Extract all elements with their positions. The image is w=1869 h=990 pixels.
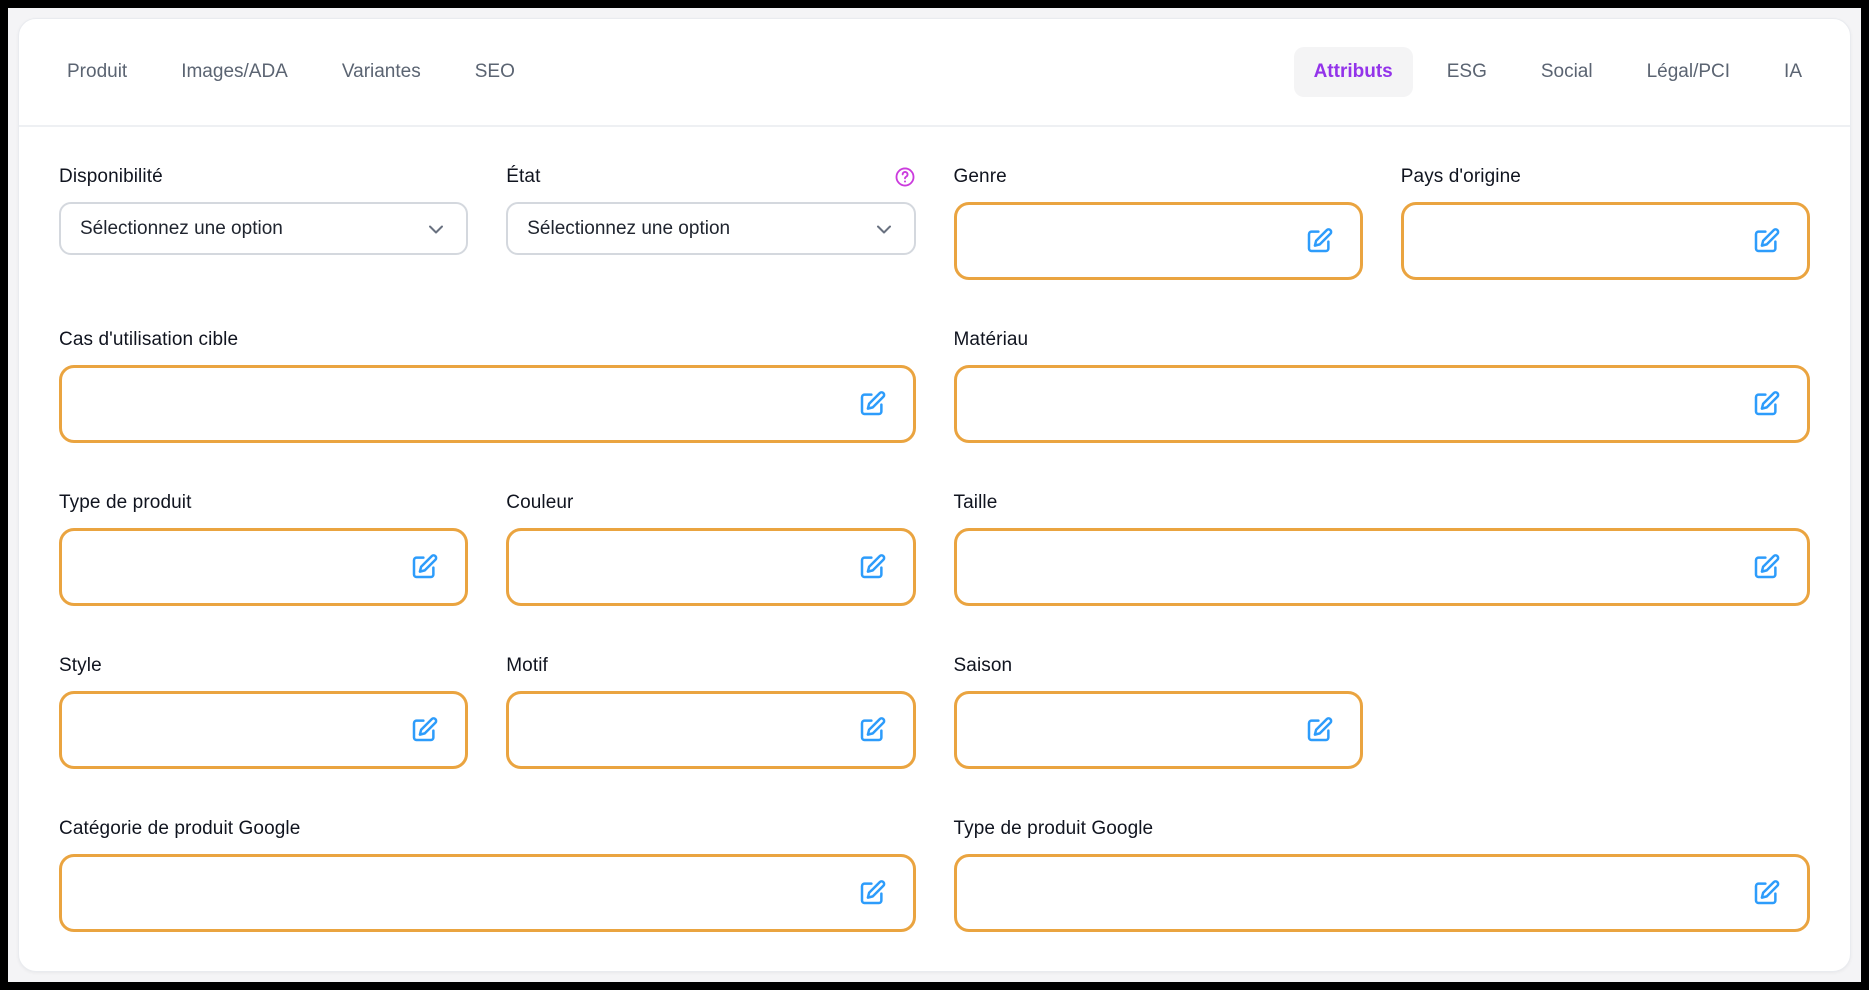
tab-images-ada[interactable]: Images/ADA (181, 61, 288, 82)
disponibilite-select-value: Sélectionnez une option (80, 217, 283, 239)
tab-variantes[interactable]: Variantes (341, 61, 421, 82)
taille-input[interactable] (953, 528, 1810, 606)
field-type-produit: Type de produit (59, 491, 469, 606)
field-type-google: Type de produit Google (953, 817, 1810, 932)
style-label: Style (59, 655, 102, 676)
cas-utilisation-input[interactable] (59, 365, 916, 443)
tab-seo[interactable]: SEO (474, 61, 515, 82)
tab-ia[interactable]: IA (1784, 61, 1802, 82)
tab-esg[interactable]: ESG (1446, 61, 1487, 82)
saison-input[interactable] (953, 691, 1363, 769)
field-categorie-google: Catégorie de produit Google (59, 817, 916, 932)
field-materiau: Matériau (953, 328, 1810, 443)
attributes-form: Disponibilité Sélectionnez une option Ét… (19, 127, 1850, 971)
genre-input[interactable] (953, 202, 1363, 280)
pen-square-icon[interactable] (1304, 715, 1334, 745)
field-pays-origine: Pays d'origine (1400, 165, 1810, 280)
pays-origine-input[interactable] (1400, 202, 1810, 280)
field-disponibilite: Disponibilité Sélectionnez une option (59, 165, 469, 255)
chevron-down-icon (424, 217, 448, 241)
tab-group-right: Attributs ESG Social Légal/PCI IA (1293, 47, 1822, 97)
style-input[interactable] (59, 691, 469, 769)
type-google-input[interactable] (953, 854, 1810, 932)
field-etat: État Sélectionnez une option (506, 165, 916, 255)
field-saison: Saison (953, 654, 1363, 769)
pen-square-icon[interactable] (1751, 226, 1781, 256)
tab-attributs[interactable]: Attributs (1293, 47, 1413, 97)
field-motif: Motif (506, 654, 916, 769)
tab-bar: Produit Images/ADA Variantes SEO Attribu… (19, 19, 1850, 127)
tab-social[interactable]: Social (1540, 61, 1593, 82)
field-taille: Taille (953, 491, 1810, 606)
type-produit-label: Type de produit (59, 492, 192, 513)
page-background: Produit Images/ADA Variantes SEO Attribu… (8, 8, 1861, 982)
etat-label: État (506, 166, 541, 187)
pen-square-icon[interactable] (857, 715, 887, 745)
pen-square-icon[interactable] (857, 878, 887, 908)
pen-square-icon[interactable] (409, 552, 439, 582)
categorie-google-label: Catégorie de produit Google (59, 818, 301, 839)
tab-legal-pci[interactable]: Légal/PCI (1646, 61, 1731, 82)
pen-square-icon[interactable] (857, 552, 887, 582)
couleur-input[interactable] (506, 528, 916, 606)
motif-input[interactable] (506, 691, 916, 769)
categorie-google-input[interactable] (59, 854, 916, 932)
pays-origine-label: Pays d'origine (1400, 166, 1521, 187)
product-editor-card: Produit Images/ADA Variantes SEO Attribu… (18, 18, 1851, 972)
couleur-label: Couleur (506, 492, 574, 513)
cas-utilisation-label: Cas d'utilisation cible (59, 329, 239, 350)
pen-square-icon[interactable] (409, 715, 439, 745)
type-produit-input[interactable] (59, 528, 469, 606)
saison-label: Saison (953, 655, 1013, 676)
genre-label: Genre (953, 166, 1007, 187)
form-row-1: Disponibilité Sélectionnez une option Ét… (59, 165, 1810, 280)
question-circle-icon[interactable] (894, 166, 916, 188)
field-genre: Genre (953, 165, 1363, 280)
form-row-5: Catégorie de produit Google Type de prod… (59, 817, 1810, 932)
motif-label: Motif (506, 655, 548, 676)
form-row-2: Cas d'utilisation cible Matériau (59, 328, 1810, 443)
etat-select-value: Sélectionnez une option (527, 217, 731, 239)
pen-square-icon[interactable] (1751, 878, 1781, 908)
disponibilite-select[interactable]: Sélectionnez une option (59, 202, 469, 255)
disponibilite-label: Disponibilité (59, 166, 163, 187)
form-row-3: Type de produit Couleur (59, 491, 1810, 606)
materiau-label: Matériau (953, 329, 1029, 350)
tab-group-left: Produit Images/ADA Variantes SEO (47, 47, 535, 97)
form-row-4: Style Motif (59, 654, 1810, 769)
pen-square-icon[interactable] (857, 389, 887, 419)
pen-square-icon[interactable] (1751, 552, 1781, 582)
field-style: Style (59, 654, 469, 769)
chevron-down-icon (872, 217, 896, 241)
taille-label: Taille (953, 492, 998, 513)
pen-square-icon[interactable] (1304, 226, 1334, 256)
tab-produit[interactable]: Produit (67, 61, 128, 82)
etat-select[interactable]: Sélectionnez une option (506, 202, 916, 255)
field-couleur: Couleur (506, 491, 916, 606)
pen-square-icon[interactable] (1751, 389, 1781, 419)
materiau-input[interactable] (953, 365, 1810, 443)
type-google-label: Type de produit Google (953, 818, 1154, 839)
field-cas-utilisation: Cas d'utilisation cible (59, 328, 916, 443)
